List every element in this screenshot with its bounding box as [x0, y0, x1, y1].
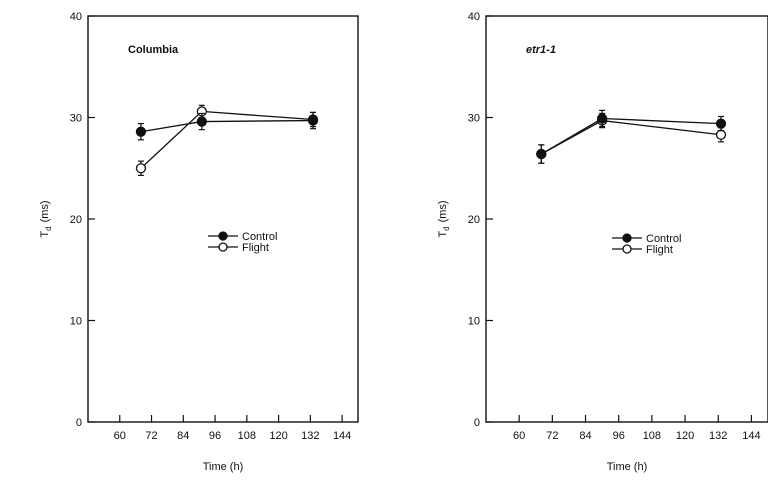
x-tick-label: 120	[269, 430, 287, 442]
y-tick-label: 40	[468, 11, 480, 23]
x-tick-label: 60	[513, 430, 525, 442]
y-tick-label: 0	[474, 417, 480, 429]
x-tick-label: 132	[301, 430, 319, 442]
data-point-control	[135, 126, 147, 137]
y-axis-label: Td (ms)	[437, 200, 451, 237]
y-axis-label-subscript: d	[442, 226, 451, 230]
data-point-flight	[715, 129, 727, 140]
x-tick-label: 144	[333, 430, 351, 442]
data-point-control	[536, 148, 547, 160]
legend-marker	[218, 242, 228, 252]
legend-label: Control	[242, 231, 277, 243]
y-axis-label-unit: (ms)	[437, 200, 449, 222]
x-tick-label: 60	[114, 430, 126, 442]
legend-label: Flight	[242, 242, 269, 254]
legend-marker	[622, 244, 632, 254]
y-axis-label-main: T	[39, 231, 51, 238]
plot-frame	[87, 15, 359, 423]
x-tick-label: 72	[145, 430, 157, 442]
x-tick-label: 96	[613, 430, 625, 442]
y-tick-label: 10	[70, 316, 82, 328]
y-axis-label: Td (ms)	[39, 200, 53, 237]
legend-label: Control	[646, 233, 681, 245]
y-tick-label: 10	[468, 316, 480, 328]
y-tick-label: 40	[70, 11, 82, 23]
x-tick-label: 132	[709, 430, 727, 442]
y-tick-label: 30	[70, 113, 82, 125]
panel-label: etr1-1	[526, 44, 556, 56]
x-tick-label: 72	[546, 430, 558, 442]
data-point-flight	[135, 163, 147, 174]
legend-label: Flight	[646, 244, 673, 256]
series-line-control	[140, 119, 314, 133]
data-point-control	[307, 115, 319, 126]
x-tick-label: 84	[177, 430, 189, 442]
y-tick-label: 20	[468, 214, 480, 226]
y-tick-label: 20	[70, 214, 82, 226]
plot-frame	[485, 15, 768, 423]
chart-panel-columbia: 0 10 20 30 40 60 72 84 96 108 120 132 144 Time (h) Td (…	[39, 11, 359, 473]
panel-label: Columbia	[128, 44, 179, 56]
data-point-control	[715, 118, 727, 129]
y-axis-label-subscript: d	[44, 226, 53, 230]
x-tick-label: 108	[643, 430, 661, 442]
x-axis-label: Time (h)	[203, 461, 244, 473]
x-tick-label: 96	[209, 430, 221, 442]
y-tick-label: 0	[76, 417, 82, 429]
x-tick-label: 120	[676, 430, 694, 442]
legend-marker	[622, 233, 632, 243]
y-axis-label-main: T	[437, 231, 449, 238]
legend-marker	[218, 231, 228, 241]
series-line-flight	[540, 119, 722, 155]
x-tick-label: 144	[742, 430, 760, 442]
y-tick-label: 30	[468, 113, 480, 125]
data-point-control	[196, 116, 207, 127]
x-tick-label: 108	[238, 430, 256, 442]
y-axis-label-unit: (ms)	[39, 200, 51, 222]
x-tick-label: 84	[579, 430, 591, 442]
data-point-control	[596, 113, 608, 124]
series-line-flight	[140, 110, 314, 169]
x-axis-label: Time (h)	[607, 461, 648, 473]
chart-panel-etr1-1: 0 10 20 30 40 60 72 84 96 108 120 132 144 Time (h) Td (…	[437, 11, 768, 473]
